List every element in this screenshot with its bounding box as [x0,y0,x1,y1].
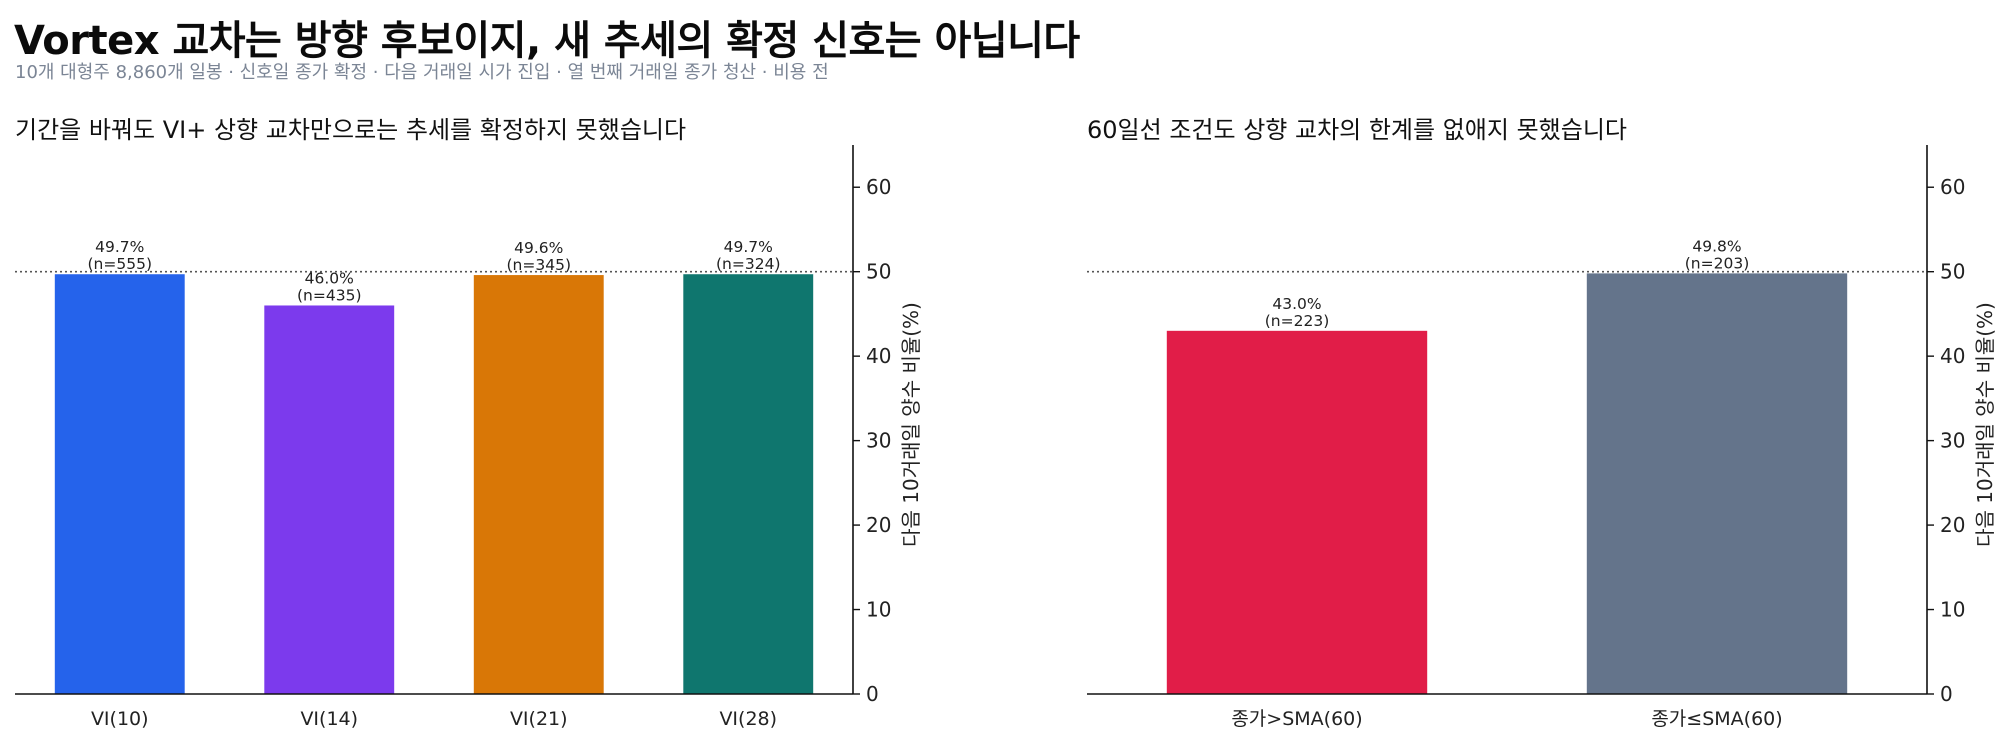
bar-value-label: 49.7% [724,238,773,256]
y-tick-label: 30 [1940,429,1965,453]
bar-1-3 [473,275,604,694]
bar-value-label: 49.7% [95,238,144,256]
y-tick-label: 40 [1940,344,1965,368]
x-tick-label: VI(21) [510,708,568,730]
panel-1-plot: 49.7%(n=555)VI(10)46.0%(n=435)VI(14)49.6… [15,145,923,730]
bar-count-label: (n=203) [1685,254,1750,272]
bar-value-label: 46.0% [305,269,354,287]
x-tick-label: 종가>SMA(60) [1231,708,1362,730]
bar-value-label: 49.6% [514,239,563,257]
y-tick-label: 50 [866,260,891,284]
x-tick-label: VI(28) [719,708,777,730]
bar-count-label: (n=555) [88,255,153,273]
y-tick-label: 60 [866,175,891,199]
bar-1-1 [54,274,185,694]
bar-1-2 [264,305,395,694]
bar-2-2 [1586,273,1848,694]
y-tick-label: 50 [1940,260,1965,284]
bar-count-label: (n=345) [507,256,572,274]
y-tick-label: 40 [866,344,891,368]
y-axis-label: 다음 10거래일 양수 비율(%) [1973,302,1997,547]
x-tick-label: VI(14) [300,708,358,730]
y-tick-label: 0 [866,682,879,706]
chart-subtitle: 10개 대형주 8,860개 일봉 · 신호일 종가 확정 · 다음 거래일 시… [15,62,829,83]
panel-2-title: 60일선 조건도 상향 교차의 한계를 없애지 못했습니다 [1087,116,1627,144]
y-tick-label: 20 [1940,513,1965,537]
panel-2-plot: 43.0%(n=223) 종가>SMA(60) 49.8%(n=203) 종가≤SMA… [1087,145,1997,730]
bar-value-label: 49.8% [1692,237,1741,255]
y-tick-label: 10 [1940,598,1965,622]
y-tick-label: 0 [1940,682,1953,706]
bar-2-1 [1166,330,1428,694]
bar-count-label: (n=324) [716,255,781,273]
y-axis-label: 다음 10거래일 양수 비율(%) [899,302,923,547]
y-tick-label: 10 [866,598,891,622]
y-tick-label: 30 [866,429,891,453]
bar-count-label: (n=223) [1265,312,1330,330]
bar-value-label: 43.0% [1272,295,1321,313]
panel-1-title: 기간을 바꿔도 VI+ 상향 교차만으로는 추세를 확정하지 못했습니다 [15,116,687,144]
bar-1-4 [683,274,814,694]
y-tick-label: 20 [866,513,891,537]
x-tick-label: 종가≤SMA(60) [1651,708,1782,730]
chart-title: Vortex 교차는 방향 후보이지, 새 추세의 확정 신호는 아닙니다 [14,18,1080,64]
x-tick-label: VI(10) [91,708,149,730]
bar-count-label: (n=435) [297,286,362,304]
y-tick-label: 60 [1940,175,1965,199]
